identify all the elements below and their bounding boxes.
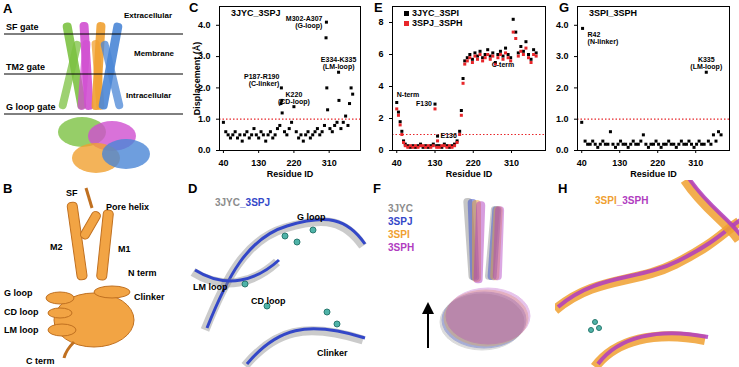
svg-text:3SPJ: 3SPJ <box>388 216 412 227</box>
svg-text:SF gate: SF gate <box>6 22 39 32</box>
svg-text:K220(CD-loop): K220(CD-loop) <box>278 91 310 106</box>
svg-text:2: 2 <box>378 113 383 123</box>
svg-text:LM loop: LM loop <box>193 282 228 292</box>
svg-text:220: 220 <box>650 158 665 168</box>
svg-text:220: 220 <box>286 158 301 168</box>
svg-text:LM loop: LM loop <box>4 325 39 335</box>
svg-text:0: 0 <box>378 145 383 155</box>
svg-text:D: D <box>188 181 197 196</box>
svg-text:N-term: N-term <box>397 91 420 98</box>
svg-text:1.0: 1.0 <box>198 114 211 125</box>
svg-text:B: B <box>3 181 12 196</box>
svg-text:E334-K335(LM-loop): E334-K335(LM-loop) <box>321 56 357 71</box>
svg-text:R42(N-linker): R42(N-linker) <box>588 31 619 46</box>
svg-text:2.0: 2.0 <box>198 82 211 93</box>
svg-text:K335(LM-loop): K335(LM-loop) <box>690 56 722 71</box>
svg-text:130: 130 <box>251 158 266 168</box>
html-text:3SPI_3SPH: 3SPI_3SPH <box>589 8 637 18</box>
svg-text:Residue ID: Residue ID <box>630 169 677 179</box>
svg-text:3JYC: 3JYC <box>388 203 413 214</box>
svg-text:130: 130 <box>612 158 627 168</box>
svg-text:4.0: 4.0 <box>198 20 211 30</box>
svg-text:Residue ID: Residue ID <box>267 169 314 179</box>
svg-text:Extracellular: Extracellular <box>124 11 172 20</box>
html-text:3JYC_3SPJ: 3JYC_3SPJ <box>231 8 281 18</box>
svg-text:310: 310 <box>322 158 337 168</box>
svg-text:40: 40 <box>392 158 402 168</box>
svg-text:Pore helix: Pore helix <box>106 202 149 212</box>
svg-text:C term: C term <box>26 356 55 366</box>
svg-text:H: H <box>558 181 567 196</box>
svg-text:SF: SF <box>66 188 78 198</box>
svg-text:E136: E136 <box>441 132 457 139</box>
svg-text:Intracellular: Intracellular <box>126 91 171 100</box>
svg-text:N term: N term <box>128 268 157 278</box>
svg-text:3.0: 3.0 <box>198 51 211 62</box>
svg-text:C-term: C-term <box>492 61 515 68</box>
svg-text:F: F <box>373 181 381 196</box>
svg-text:CD loop: CD loop <box>4 307 39 317</box>
svg-text:M2: M2 <box>50 242 63 252</box>
svg-text:220: 220 <box>466 158 481 168</box>
html-text:3JYC_3SPI: 3JYC_3SPI <box>412 8 459 18</box>
svg-text:0.0: 0.0 <box>556 145 569 155</box>
svg-text:6: 6 <box>378 49 383 59</box>
svg-text:G loop: G loop <box>297 212 326 222</box>
svg-text:40: 40 <box>577 158 587 168</box>
svg-text:Clinker: Clinker <box>134 292 165 302</box>
svg-text:M302-A307(G-loop): M302-A307(G-loop) <box>286 15 323 30</box>
svg-text:3SPH: 3SPH <box>388 242 414 253</box>
svg-text:G loop: G loop <box>4 288 33 298</box>
svg-text:P187-R190(C-linker): P187-R190(C-linker) <box>244 73 280 88</box>
svg-text:8: 8 <box>378 17 383 27</box>
html-text:3SPJ_3SPH: 3SPJ_3SPH <box>412 18 463 28</box>
svg-text:310: 310 <box>688 158 703 168</box>
svg-text:3JYC_3SPJ: 3JYC_3SPJ <box>215 197 270 208</box>
svg-text:M1: M1 <box>118 244 131 254</box>
svg-text:Displacement (Å): Displacement (Å) <box>192 42 202 116</box>
svg-text:CD loop: CD loop <box>251 296 286 306</box>
svg-text:3SPI_3SPH: 3SPI_3SPH <box>595 195 648 206</box>
svg-text:310: 310 <box>504 158 519 168</box>
html-text:G: G <box>559 0 570 15</box>
svg-text:F130: F130 <box>416 100 432 107</box>
svg-text:TM2 gate: TM2 gate <box>6 62 45 72</box>
svg-text:Residue ID: Residue ID <box>446 169 493 179</box>
svg-text:A: A <box>3 1 13 16</box>
svg-text:Clinker: Clinker <box>317 348 348 358</box>
svg-text:0.0: 0.0 <box>198 145 211 155</box>
svg-text:3SPI: 3SPI <box>388 229 410 240</box>
svg-text:3.0: 3.0 <box>556 51 569 61</box>
svg-text:130: 130 <box>427 158 442 168</box>
svg-text:2.0: 2.0 <box>556 83 569 93</box>
html-text:C: C <box>189 0 199 15</box>
html-text:E: E <box>374 0 383 15</box>
svg-text:4.0: 4.0 <box>556 20 569 30</box>
svg-text:G loop gate: G loop gate <box>6 102 56 112</box>
svg-text:4: 4 <box>378 81 383 91</box>
svg-text:Membrane: Membrane <box>134 49 175 58</box>
svg-text:1.0: 1.0 <box>556 114 569 124</box>
svg-text:40: 40 <box>218 158 228 168</box>
